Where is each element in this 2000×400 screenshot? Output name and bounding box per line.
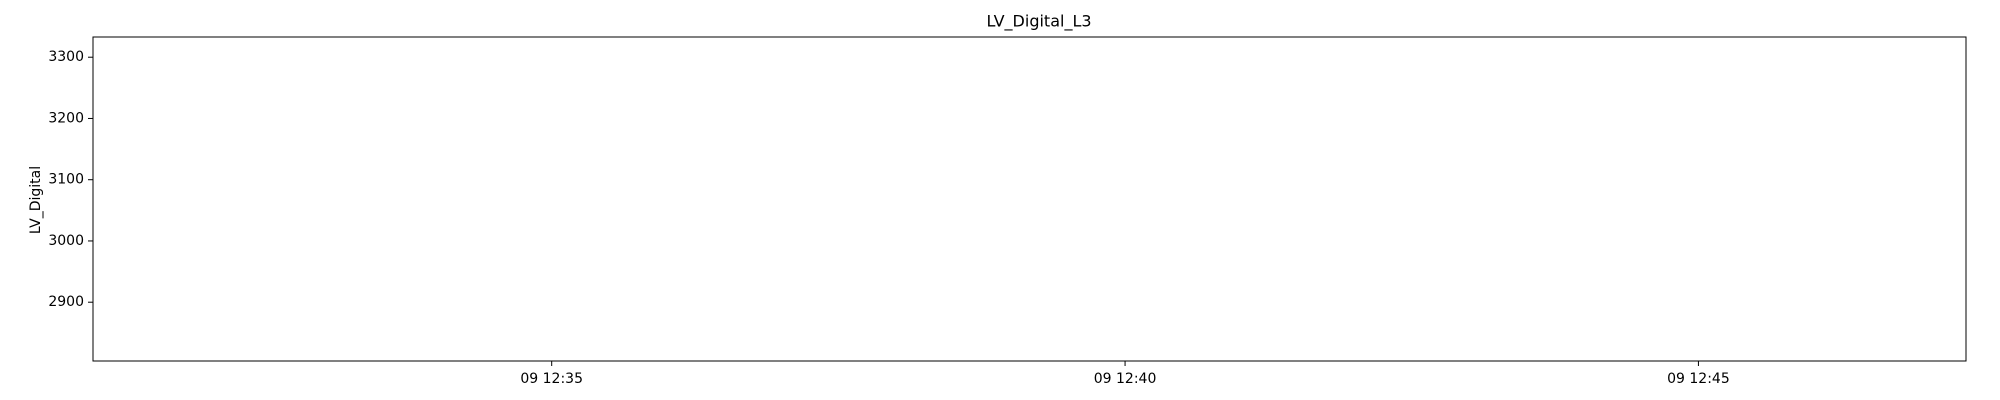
x-tick-label: 09 12:45 xyxy=(1667,371,1730,387)
y-axis-label: LV_Digital xyxy=(28,166,44,234)
x-tick-label: 09 12:35 xyxy=(520,371,583,387)
y-tick-label: 3300 xyxy=(48,49,84,65)
y-tick-label: 3000 xyxy=(48,233,84,249)
y-tick-label: 2900 xyxy=(48,294,84,310)
x-tick-label: 09 12:40 xyxy=(1094,371,1157,387)
y-tick-label: 3200 xyxy=(48,110,84,126)
plot-frame xyxy=(92,36,1967,362)
y-tick-label: 3100 xyxy=(48,172,84,188)
chart-title: LV_Digital_L3 xyxy=(986,12,1091,32)
